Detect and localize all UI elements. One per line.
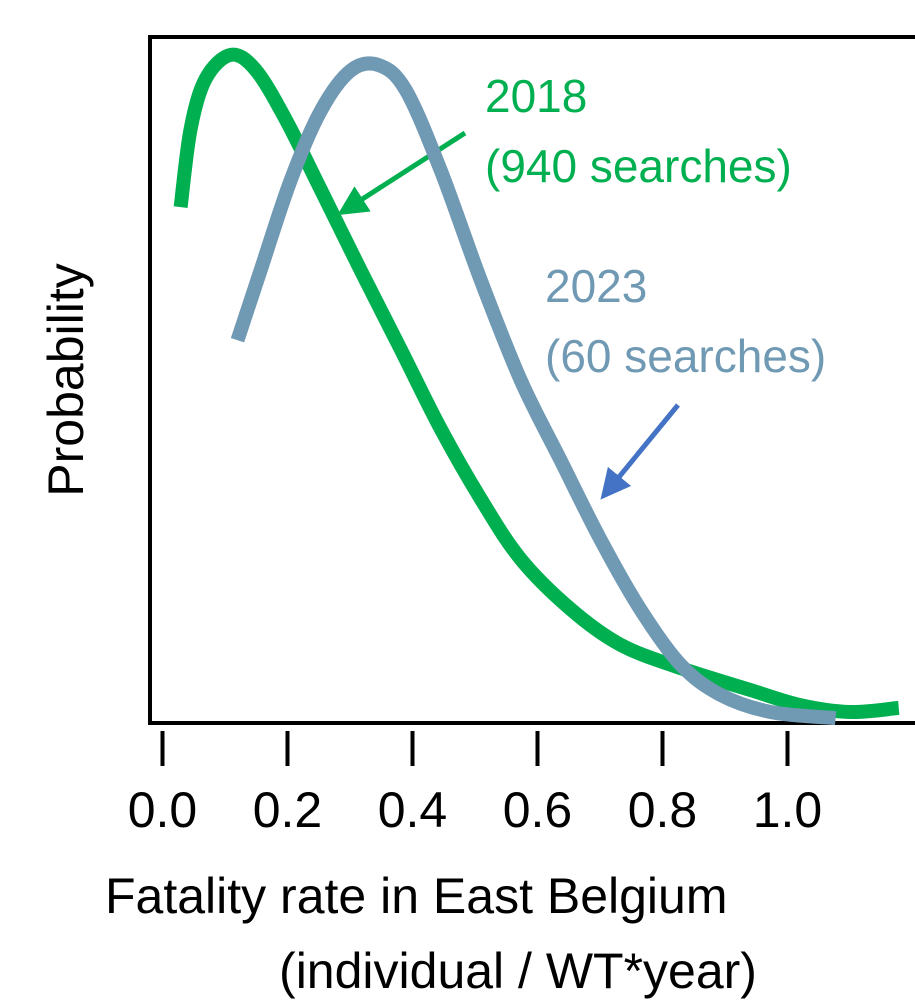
arrow [600,403,680,500]
x-tick-label: 0.2 [253,782,323,838]
annotation: (60 searches) [545,330,826,382]
density-line [230,56,837,726]
annotation: 2018 [485,70,587,122]
x-tick-label: 1.0 [753,782,823,838]
annotation: 2023 [545,260,647,312]
x-axis-label: Fatality rate in East Belgium [105,868,728,924]
x-tick-label: 0.8 [628,782,698,838]
y-axis-label: Probability [38,263,94,496]
x-tick-label: 0.6 [503,782,573,838]
x-tick-label: 0.0 [128,782,198,838]
arrow [337,130,467,216]
x-axis-label: (individual / WT*year) [279,943,757,999]
annotation: (940 searches) [485,140,792,192]
x-tick-label: 0.4 [378,782,448,838]
plot-frame [148,35,915,725]
density-line [173,47,900,720]
